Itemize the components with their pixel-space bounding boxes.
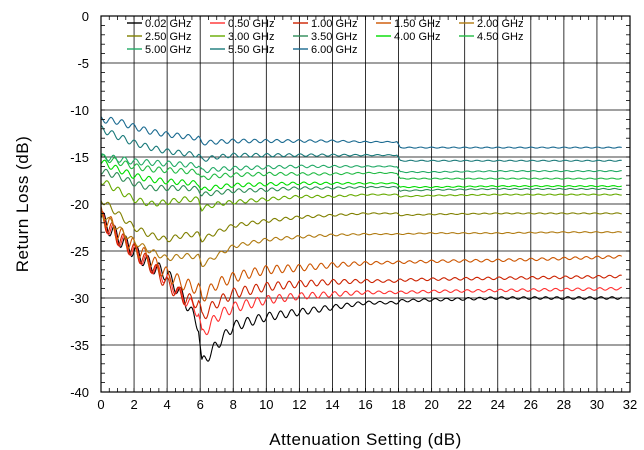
legend-label: 0.50 GHz [228,18,274,30]
legend-label: 2.00 GHz [477,18,523,30]
y-tick-label: -5 [77,56,89,71]
legend-label: 5.00 GHz [145,44,191,56]
legend-label: 4.50 GHz [477,31,523,43]
x-tick-label: 28 [557,397,571,412]
legend-label: 3.50 GHz [311,31,357,43]
x-tick-label: 10 [259,397,273,412]
y-tick-labels: 0 -5 -10 -15 -20 -25 -30 -35 -40 [70,9,89,400]
y-tick-label: -35 [70,338,89,353]
series-line [100,212,622,267]
legend-label: 4.00 GHz [394,31,440,43]
x-tick-label: 18 [391,397,405,412]
legend-label: 6.00 GHz [311,44,357,56]
y-tick-label: -15 [70,150,89,165]
series-line [100,210,622,336]
series-line [100,205,623,302]
series-line [100,168,622,197]
minor-ticks [100,15,631,393]
series-line [100,125,622,162]
x-tick-label: 26 [524,397,538,412]
x-tick-label: 22 [457,397,471,412]
x-tick-label: 20 [424,397,438,412]
x-tick-label: 6 [197,397,204,412]
legend: 0.02 GHz 0.50 GHz 1.00 GHz 1.50 GHz 2.00 GHz… [127,18,523,56]
series-line [100,153,622,174]
series-line [100,180,622,212]
legend-label: 1.00 GHz [311,18,357,30]
series-line [100,211,623,362]
x-tick-label: 32 [623,397,637,412]
y-tick-label: -25 [70,244,89,259]
x-tick-label: 14 [325,397,339,412]
x-tick-label: 2 [130,397,137,412]
series-line [100,200,622,243]
legend-label: 3.00 GHz [228,31,274,43]
y-tick-label: -10 [70,103,89,118]
series-line [100,209,622,320]
x-tick-labels: 0 2 4 6 8 10 12 14 16 18 20 22 24 26 28 30 32 [97,397,637,412]
series-lines [100,116,623,362]
series-line [100,153,622,181]
legend-label: 0.02 GHz [145,18,191,30]
series-line [100,116,622,149]
y-axis-title: Return Loss (dB) [13,136,32,273]
x-tick-label: 8 [230,397,237,412]
legend-label: 1.50 GHz [394,18,440,30]
series-line [100,159,622,192]
legend-label: 5.50 GHz [228,44,274,56]
x-axis-title: Attenuation Setting (dB) [269,430,462,449]
x-tick-label: 16 [358,397,372,412]
y-tick-label: -30 [70,291,89,306]
x-tick-label: 24 [491,397,505,412]
legend-label: 2.50 GHz [145,31,191,43]
y-tick-label: 0 [82,9,89,24]
x-tick-label: 0 [97,397,104,412]
y-tick-label: -40 [70,385,89,400]
x-tick-label: 12 [292,397,306,412]
x-tick-label: 30 [590,397,604,412]
y-tick-label: -20 [70,197,89,212]
x-tick-label: 4 [164,397,171,412]
